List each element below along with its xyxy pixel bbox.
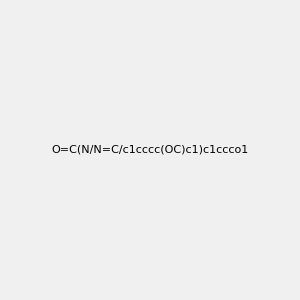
- Text: O=C(N/N=C/c1cccc(OC)c1)c1ccco1: O=C(N/N=C/c1cccc(OC)c1)c1ccco1: [51, 145, 249, 155]
